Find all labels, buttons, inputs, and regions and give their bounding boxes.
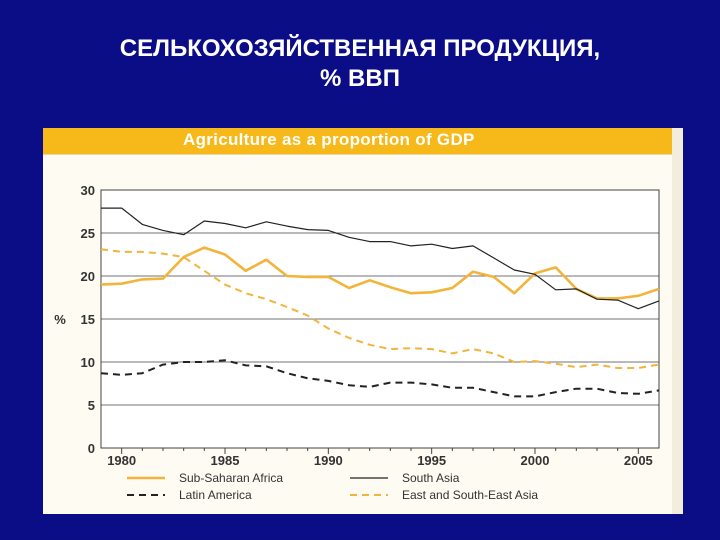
y-tick-label: 10 (81, 355, 95, 370)
x-tick-label: 2000 (521, 453, 550, 468)
x-tick-label: 1985 (211, 453, 240, 468)
panel-edge (672, 128, 683, 514)
legend-label: Latin America (179, 488, 252, 502)
y-tick-label: 25 (81, 226, 95, 241)
x-tick-label: 1980 (107, 453, 136, 468)
slide-title: СЕЛЬКОХОЗЯЙСТВЕННАЯ ПРОДУКЦИЯ, % ВВП (0, 34, 720, 94)
x-tick-label: 1995 (417, 453, 446, 468)
series-line-east-and-south-east-asia (100, 248, 660, 369)
legend-label: South Asia (402, 471, 460, 485)
legend-label: Sub-Saharan Africa (179, 471, 283, 485)
chart-title-bar: Agriculture as a proportion of GDP (43, 128, 683, 154)
y-tick-label: 15 (81, 312, 95, 327)
y-tick-label: 0 (88, 441, 95, 456)
series-line-south-asia (101, 207, 660, 310)
legend-label: East and South-East Asia (402, 488, 538, 502)
slide-title-line2: % ВВП (320, 65, 400, 92)
slide-title-line1: СЕЛЬКОХОЗЯЙСТВЕННАЯ ПРОДУКЦИЯ, (119, 35, 601, 62)
y-tick-label: 20 (81, 269, 95, 284)
y-tick-label: 5 (88, 398, 95, 413)
x-tick-label: 2005 (624, 453, 653, 468)
title-divider (43, 154, 683, 155)
y-tick-label: 30 (81, 183, 95, 198)
series-line-latin-america (100, 359, 660, 398)
y-axis-label: % (54, 312, 66, 327)
chart-title: Agriculture as a proportion of GDP (183, 130, 475, 149)
x-tick-label: 1990 (314, 453, 343, 468)
series-line-sub-saharan-africa (100, 246, 660, 300)
